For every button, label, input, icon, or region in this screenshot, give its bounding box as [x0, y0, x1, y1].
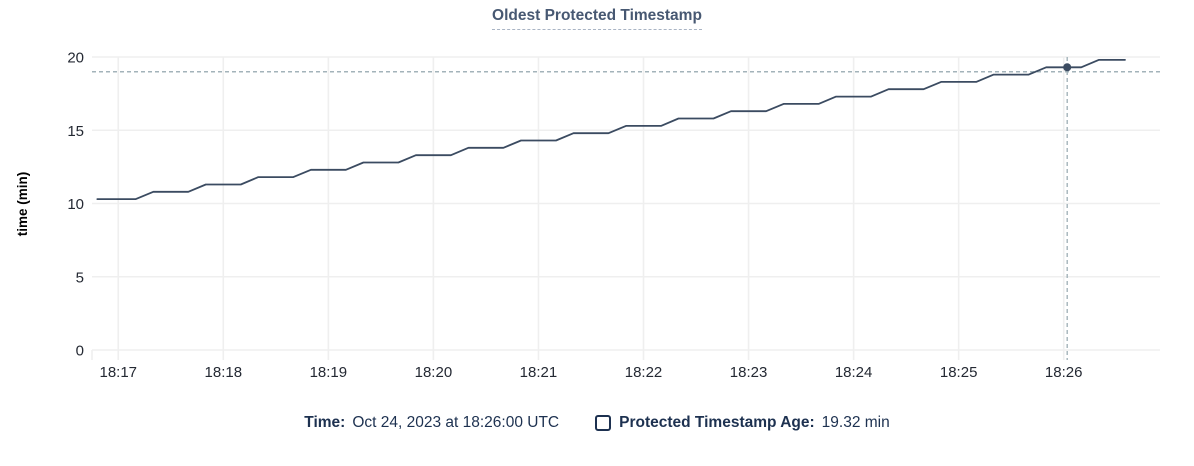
x-tick-label: 18:17	[99, 364, 137, 381]
y-tick-label: 10	[67, 196, 84, 213]
x-tick-label: 18:18	[205, 364, 243, 381]
y-axis-title: time (min)	[15, 172, 30, 237]
x-tick-label: 18:24	[835, 364, 873, 381]
x-tick-label: 18:23	[730, 364, 768, 381]
legend-series-label: Protected Timestamp Age:	[619, 414, 815, 431]
x-tick-label: 18:25	[940, 364, 978, 381]
x-tick-label: 18:20	[415, 364, 453, 381]
axis-labels: 0 5 10 15 20 18:17 18:18 18:19 18:20 18:21 18:22 18…	[15, 50, 1082, 382]
legend-series-value: 19.32 min	[821, 414, 890, 431]
y-tick-label: 20	[67, 50, 84, 67]
hover-data-point	[1063, 63, 1072, 72]
gridlines	[91, 56, 1160, 360]
legend-time-value: Oct 24, 2023 at 18:26:00 UTC	[352, 414, 560, 431]
series-line-protected-timestamp-age	[96, 59, 1126, 201]
chart-title[interactable]: Oldest Protected Timestamp	[492, 7, 702, 30]
legend-time: Time: Oct 24, 2023 at 18:26:00 UTC	[304, 414, 559, 432]
x-tick-label: 18:26	[1045, 364, 1083, 381]
plot-hover-area[interactable]	[92, 57, 1160, 350]
y-tick-label: 15	[67, 123, 84, 140]
chart-title-row: Oldest Protected Timestamp	[0, 7, 1194, 30]
x-tick-label: 18:22	[625, 364, 663, 381]
series-toggle-checkbox[interactable]	[595, 415, 612, 431]
chart-legend: Time: Oct 24, 2023 at 18:26:00 UTC Prote…	[0, 414, 1194, 432]
y-tick-label: 5	[76, 269, 84, 286]
legend-time-label: Time:	[304, 414, 346, 431]
y-tick-label: 0	[76, 343, 84, 360]
legend-series-item[interactable]: Protected Timestamp Age: 19.32 min	[595, 414, 890, 432]
x-tick-label: 18:19	[310, 364, 348, 381]
x-tick-label: 18:21	[520, 364, 558, 381]
